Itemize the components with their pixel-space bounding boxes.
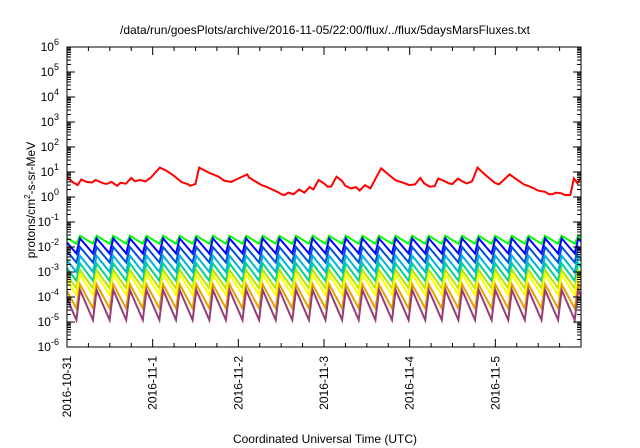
series-line-6 bbox=[67, 261, 581, 284]
y-tick-label: 103 bbox=[41, 112, 59, 129]
x-tick-label: 2016-11-5 bbox=[488, 356, 502, 410]
series-line-10 bbox=[67, 286, 581, 324]
x-tick-label: 2016-11-1 bbox=[146, 356, 160, 410]
y-tick-label: 102 bbox=[41, 137, 59, 154]
y-tick-label: 10-3 bbox=[38, 262, 59, 279]
series-line-3 bbox=[67, 236, 581, 256]
x-tick-label: 2016-11-3 bbox=[317, 356, 331, 410]
series-line-5 bbox=[67, 253, 581, 275]
x-tick-label: 2016-11-4 bbox=[403, 356, 417, 410]
series-line-1 bbox=[67, 165, 581, 197]
series-layer bbox=[67, 165, 581, 324]
y-tick-label: 100 bbox=[41, 187, 59, 204]
x-tick-label: 2016-10-31 bbox=[60, 356, 74, 418]
tick-layer: 106 105 104 103 102 101 100 10-1 10-2 10-3 10-4 10-… bbox=[38, 37, 582, 418]
y-tick-label: 104 bbox=[41, 87, 59, 104]
y-tick-label: 10-4 bbox=[38, 287, 59, 304]
series-line-4 bbox=[67, 244, 581, 265]
y-tick-label: 101 bbox=[41, 162, 59, 179]
y-tick-label: 10-5 bbox=[38, 312, 59, 329]
chart-title: /data/run/goesPlots/archive/2016-11-05/2… bbox=[120, 23, 531, 37]
y-tick-label: 10-1 bbox=[38, 212, 59, 229]
x-tick-label: 2016-11-2 bbox=[231, 356, 245, 410]
series-line-8 bbox=[67, 271, 581, 298]
x-axis-label: Coordinated Universal Time (UTC) bbox=[233, 432, 417, 446]
y-tick-label: 105 bbox=[41, 62, 59, 79]
y-tick-label: 10-2 bbox=[38, 237, 59, 254]
plot-frame bbox=[66, 46, 582, 348]
y-tick-label: 106 bbox=[41, 37, 59, 54]
y-axis-label: protons/cm2-s-sr-MeV bbox=[23, 142, 38, 258]
y-tick-label: 10-6 bbox=[38, 337, 59, 354]
